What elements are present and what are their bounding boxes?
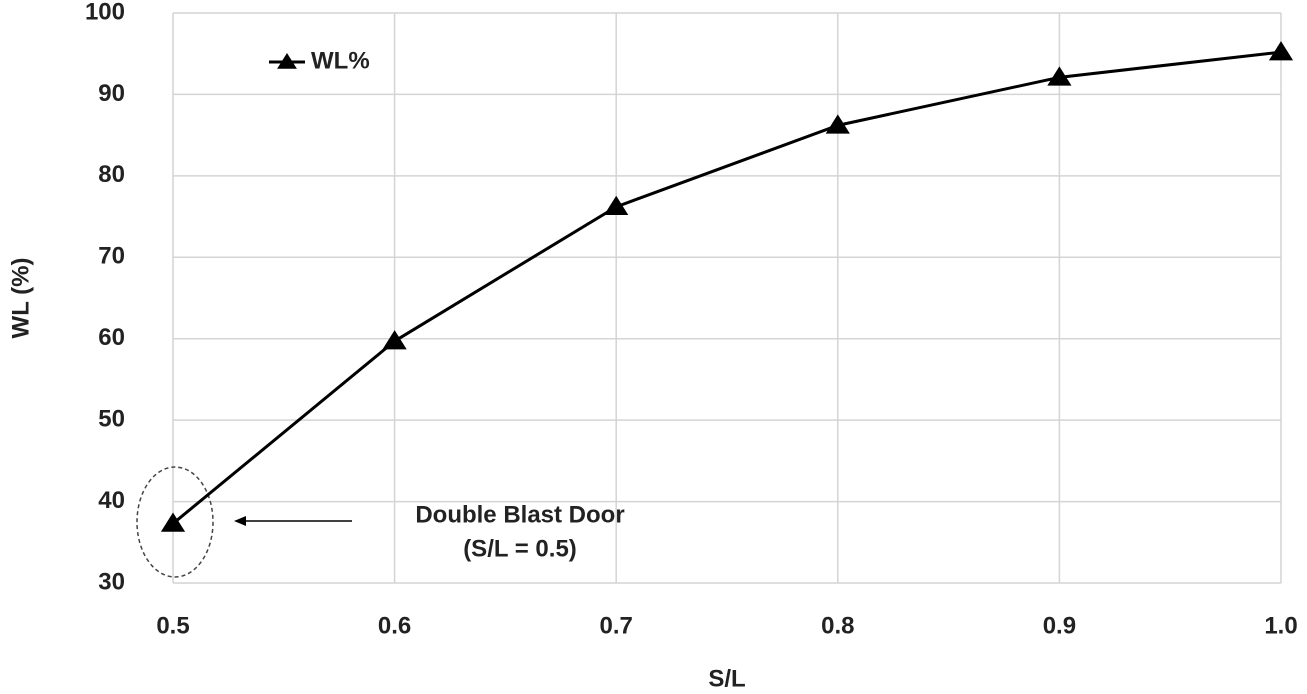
y-tick-label: 80 <box>98 161 125 188</box>
annotation: Double Blast Door <box>415 501 624 528</box>
y-tick-label: 70 <box>98 243 125 270</box>
highlight-ellipse <box>136 466 214 578</box>
legend-marker <box>277 53 297 69</box>
data-point <box>825 114 850 134</box>
x-tick-label: 1.0 <box>1264 612 1297 639</box>
y-tick-label: 40 <box>98 487 125 514</box>
data-point <box>1047 66 1072 86</box>
y-tick-label: 50 <box>98 405 125 432</box>
annotation: (S/L = 0.5) <box>463 535 577 562</box>
data-point <box>604 195 629 216</box>
y-axis-label: WL (%) <box>7 258 34 339</box>
data-point <box>1268 41 1294 61</box>
x-tick-label: 0.7 <box>600 612 633 639</box>
data-point <box>382 330 407 350</box>
y-tick-label: 90 <box>98 80 125 107</box>
x-tick-label: 0.6 <box>378 612 411 639</box>
x-axis-label: S/L <box>708 665 745 692</box>
y-tick-label: 30 <box>98 568 125 595</box>
data-point <box>160 512 186 532</box>
legend-label: WL% <box>311 47 370 74</box>
x-tick-label: 0.5 <box>156 612 189 639</box>
series-line <box>172 50 1282 525</box>
y-tick-label: 100 <box>85 0 125 25</box>
y-tick-label: 60 <box>98 324 125 351</box>
x-tick-label: 0.9 <box>1043 612 1076 639</box>
arrow-head <box>234 516 246 526</box>
x-tick-label: 0.8 <box>821 612 854 639</box>
